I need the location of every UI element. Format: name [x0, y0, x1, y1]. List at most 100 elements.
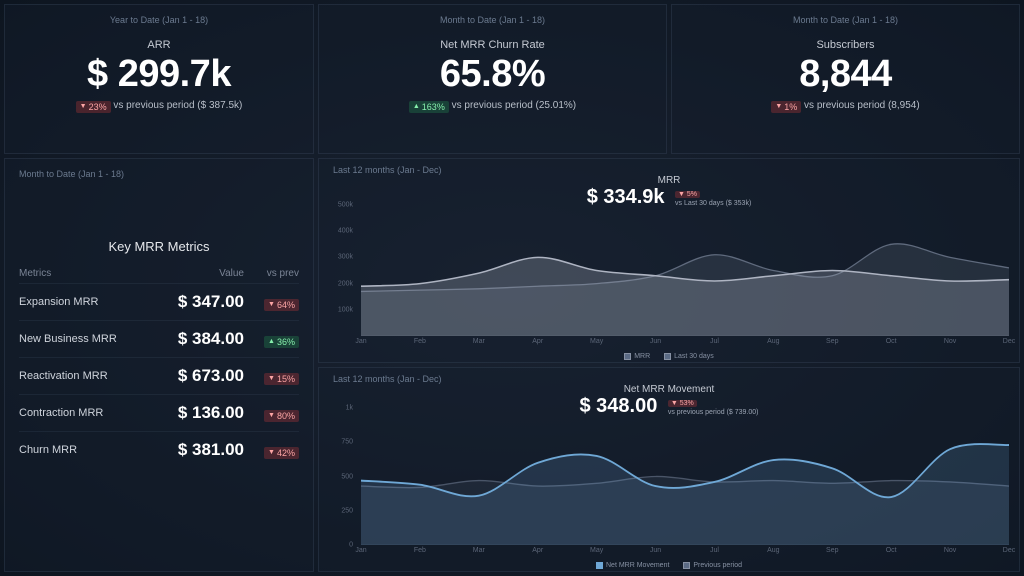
checkbox-icon — [664, 353, 671, 360]
metric-label: Reactivation MRR — [19, 370, 154, 382]
down-arrow-icon: ▼ — [268, 449, 275, 456]
metrics-header: Metrics Value vs prev — [19, 264, 299, 283]
y-tick: 500 — [341, 473, 353, 480]
y-tick: 1k — [346, 405, 353, 412]
kpi-subs-value: 8,844 — [686, 53, 1005, 96]
up-arrow-icon: ▲ — [268, 338, 275, 345]
down-arrow-icon: ▼ — [268, 301, 275, 308]
x-tick: Feb — [414, 547, 426, 554]
down-arrow-icon: ▼ — [268, 412, 275, 419]
metric-label: Expansion MRR — [19, 296, 154, 308]
y-tick: 300k — [338, 254, 353, 261]
kpi-subs-badge: ▼1% — [771, 101, 801, 113]
kpi-arr-period: Year to Date (Jan 1 - 18) — [19, 15, 299, 25]
table-row: Expansion MRR$ 347.00 ▼64% — [19, 283, 299, 320]
metric-change-badge: ▲36% — [264, 336, 299, 348]
x-tick: Jun — [650, 547, 661, 554]
y-tick: 500k — [338, 202, 353, 209]
metric-value: $ 347.00 — [154, 292, 244, 312]
x-tick: Dec — [1003, 338, 1015, 345]
chart-mrr-badge: ▼ 5% — [675, 191, 700, 198]
x-tick: Jan — [355, 547, 366, 554]
chart-mrr-card: Last 12 months (Jan - Dec) MRR $ 334.9k … — [318, 158, 1020, 363]
metric-change-badge: ▼64% — [264, 299, 299, 311]
y-tick: 0 — [349, 542, 353, 549]
x-tick: Aug — [767, 547, 779, 554]
metric-value: $ 136.00 — [154, 403, 244, 423]
chart-mrr-plot — [361, 205, 1009, 336]
legend-movement[interactable]: Net MRR Movement — [596, 562, 669, 569]
x-tick: Jul — [710, 547, 719, 554]
x-tick: Nov — [944, 338, 956, 345]
chart-movement-badge: ▼ 53% — [668, 400, 697, 407]
x-tick: Mar — [473, 547, 485, 554]
x-tick: Mar — [473, 338, 485, 345]
table-row: New Business MRR$ 384.00 ▲36% — [19, 320, 299, 357]
x-tick: Oct — [886, 338, 897, 345]
x-tick: Dec — [1003, 547, 1015, 554]
metrics-period: Month to Date (Jan 1 - 18) — [19, 169, 299, 179]
kpi-subs-compare: ▼1% vs previous period (8,954) — [686, 100, 1005, 113]
metric-change-badge: ▼42% — [264, 447, 299, 459]
kpi-churn-card: Month to Date (Jan 1 - 18) Net MRR Churn… — [318, 4, 667, 154]
kpi-arr-compare: ▼23% vs previous period ($ 387.5k) — [19, 100, 299, 113]
metric-change-badge: ▼15% — [264, 373, 299, 385]
metric-value: $ 381.00 — [154, 440, 244, 460]
kpi-churn-period: Month to Date (Jan 1 - 18) — [333, 15, 652, 25]
legend-mrr[interactable]: MRR — [624, 353, 650, 360]
down-arrow-icon: ▼ — [775, 103, 782, 110]
x-tick: Jan — [355, 338, 366, 345]
chart-movement-title: Net MRR Movement — [333, 384, 1005, 395]
metric-change-badge: ▼80% — [264, 410, 299, 422]
kpi-arr-title: ARR — [19, 39, 299, 51]
y-tick: 200k — [338, 280, 353, 287]
legend-previous[interactable]: Previous period — [683, 562, 742, 569]
chart-movement-period: Last 12 months (Jan - Dec) — [333, 374, 1005, 384]
down-arrow-icon: ▼ — [268, 375, 275, 382]
checkbox-icon — [596, 562, 603, 569]
metric-value: $ 384.00 — [154, 329, 244, 349]
x-tick: Nov — [944, 547, 956, 554]
y-tick: 750 — [341, 439, 353, 446]
metric-label: Contraction MRR — [19, 407, 154, 419]
metrics-header-prev: vs prev — [244, 268, 299, 279]
chart-movement-card: Last 12 months (Jan - Dec) Net MRR Movem… — [318, 367, 1020, 572]
legend-last30[interactable]: Last 30 days — [664, 353, 714, 360]
y-tick: 250 — [341, 507, 353, 514]
x-tick: Sep — [826, 338, 838, 345]
x-tick: Jun — [650, 338, 661, 345]
kpi-churn-badge: ▲163% — [409, 101, 449, 113]
y-tick: 100k — [338, 306, 353, 313]
metrics-header-metric: Metrics — [19, 268, 154, 279]
x-tick: Sep — [826, 547, 838, 554]
metric-label: Churn MRR — [19, 444, 154, 456]
checkbox-icon — [624, 353, 631, 360]
chart-mrr-legend: MRR Last 30 days — [319, 353, 1019, 360]
kpi-churn-title: Net MRR Churn Rate — [333, 39, 652, 51]
x-tick: Aug — [767, 338, 779, 345]
kpi-churn-compare: ▲163% vs previous period (25.01%) — [333, 100, 652, 113]
kpi-churn-value: 65.8% — [333, 53, 652, 96]
x-tick: Feb — [414, 338, 426, 345]
table-row: Churn MRR$ 381.00 ▼42% — [19, 431, 299, 468]
kpi-arr-card: Year to Date (Jan 1 - 18) ARR $ 299.7k ▼… — [4, 4, 314, 154]
kpi-arr-value: $ 299.7k — [19, 53, 299, 96]
kpi-subs-period: Month to Date (Jan 1 - 18) — [686, 15, 1005, 25]
checkbox-icon — [683, 562, 690, 569]
table-row: Contraction MRR$ 136.00 ▼80% — [19, 394, 299, 431]
up-arrow-icon: ▲ — [413, 103, 420, 110]
x-tick: Jul — [710, 338, 719, 345]
metrics-card: Month to Date (Jan 1 - 18) Key MRR Metri… — [4, 158, 314, 572]
metric-label: New Business MRR — [19, 333, 154, 345]
kpi-subs-title: Subscribers — [686, 39, 1005, 51]
chart-movement-legend: Net MRR Movement Previous period — [319, 562, 1019, 569]
x-tick: Oct — [886, 547, 897, 554]
table-row: Reactivation MRR$ 673.00▼15% — [19, 357, 299, 394]
x-tick: May — [590, 547, 603, 554]
chart-mrr-period: Last 12 months (Jan - Dec) — [333, 165, 1005, 175]
x-tick: Apr — [532, 547, 543, 554]
x-tick: Apr — [532, 338, 543, 345]
chart-mrr-title: MRR — [333, 175, 1005, 186]
down-arrow-icon: ▼ — [80, 103, 87, 110]
y-tick: 400k — [338, 228, 353, 235]
